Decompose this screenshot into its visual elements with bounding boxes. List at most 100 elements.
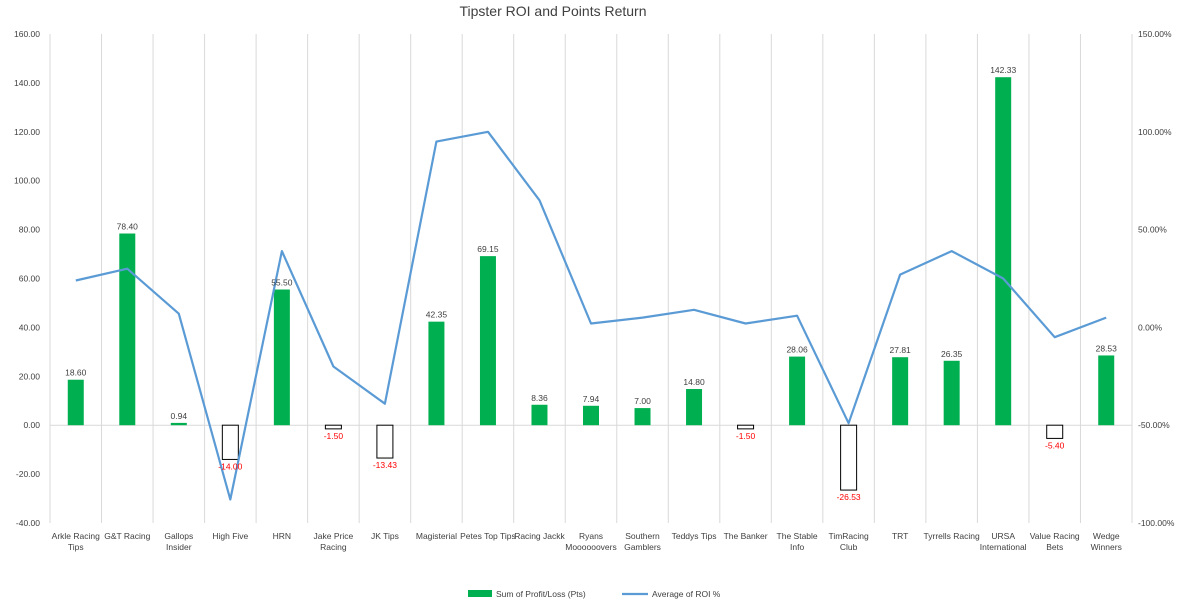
bar-data-label: 69.15 xyxy=(477,244,499,254)
category-label: Ryans Moooooovers xyxy=(565,531,617,552)
right-axis-tick-label: -50.00% xyxy=(1138,420,1170,430)
right-axis-tick-label: -100.00% xyxy=(1138,518,1175,528)
legend-bar-swatch xyxy=(468,590,492,597)
category-label-line: Tips xyxy=(68,542,84,552)
bar xyxy=(840,424,858,491)
bar-data-label: 78.40 xyxy=(117,222,139,232)
right-axis-tick-label: 50.00% xyxy=(1138,225,1167,235)
right-axis: 150.00% 100.00% 50.00% 0.00% -50.00% -100.00% xyxy=(1138,29,1175,528)
category-label-line: Bets xyxy=(1046,542,1063,552)
category-label-line: Winners xyxy=(1091,542,1122,552)
bar xyxy=(273,289,290,426)
category-label: JK Tips xyxy=(371,531,399,541)
left-axis-tick-label: 0.00 xyxy=(23,420,40,430)
category-label-line: G&T Racing xyxy=(104,531,150,541)
bar-data-label: 18.60 xyxy=(65,368,87,378)
right-axis-tick-label: 100.00% xyxy=(1138,127,1172,137)
category-label-line: High Five xyxy=(212,531,248,541)
bar-data-label: 7.00 xyxy=(634,396,651,406)
bar xyxy=(170,422,187,426)
legend: Sum of Profit/Loss (Pts) Average of ROI % xyxy=(468,589,721,599)
category-label-line: TimRacing xyxy=(828,531,869,541)
data-labels: 18.60 78.40 0.94 -14.00 55.50 -1.50 -13.43 42.3… xyxy=(65,65,1117,502)
category-label: Magisterial xyxy=(416,531,457,541)
bar-data-label: -26.53 xyxy=(837,492,861,502)
bar-series xyxy=(67,77,1115,491)
right-axis-tick-label: 150.00% xyxy=(1138,29,1172,39)
bar-data-label: 55.50 xyxy=(271,278,293,288)
left-axis-tick-label: -40.00 xyxy=(16,518,40,528)
category-label-line: Racing Jackk xyxy=(514,531,565,541)
bar xyxy=(428,321,445,426)
roi-line xyxy=(75,130,1107,501)
bar xyxy=(1046,424,1064,439)
category-label-line: Info xyxy=(790,542,804,552)
left-axis-tick-label: 140.00 xyxy=(14,78,40,88)
bar-data-label: 42.35 xyxy=(426,310,448,320)
category-label: The Stable Info xyxy=(777,531,818,552)
legend-line-label: Average of ROI % xyxy=(652,589,721,599)
category-label: Southern Gamblers xyxy=(624,531,661,552)
left-axis-tick-label: 20.00 xyxy=(19,371,41,381)
category-label-line: The Stable xyxy=(777,531,818,541)
bar xyxy=(583,405,599,426)
bar-data-label: 0.94 xyxy=(171,411,188,421)
line-series xyxy=(75,130,1107,501)
bar-data-label: -1.50 xyxy=(324,431,344,441)
category-label: High Five xyxy=(212,531,248,541)
legend-bar-label: Sum of Profit/Loss (Pts) xyxy=(496,589,586,599)
left-axis-tick-label: 120.00 xyxy=(14,127,40,137)
category-label-line: Value Racing xyxy=(1030,531,1080,541)
category-label-line: Jake Price xyxy=(314,531,354,541)
bar xyxy=(479,256,496,426)
gridlines xyxy=(49,34,1133,523)
category-label-line: Insider xyxy=(166,542,192,552)
left-axis-tick-label: 100.00 xyxy=(14,176,40,186)
left-axis: 160.00 140.00 120.00 100.00 80.00 60.00 40.00 2… xyxy=(14,29,40,528)
bar xyxy=(686,389,703,426)
bar xyxy=(119,233,136,426)
bar-data-label: 14.80 xyxy=(683,377,705,387)
bar xyxy=(324,424,342,430)
bar-data-label: 28.53 xyxy=(1096,343,1118,353)
category-label: Value Racing Bets xyxy=(1030,531,1080,552)
category-label: The Banker xyxy=(724,531,768,541)
category-label-line: Gamblers xyxy=(624,542,661,552)
category-label: URSA International xyxy=(980,531,1027,552)
bar xyxy=(221,424,239,460)
category-label-line: URSA xyxy=(991,531,1015,541)
category-label: Jake Price Racing xyxy=(314,531,354,552)
category-label: Teddys Tips xyxy=(672,531,717,541)
bar-data-label: 28.06 xyxy=(786,345,808,355)
x-axis: Arkle Racing Tips G&T Racing Gallops Insider… xyxy=(52,531,1122,552)
category-label-line: JK Tips xyxy=(371,531,399,541)
category-label: G&T Racing xyxy=(104,531,150,541)
bar-data-label: 8.36 xyxy=(531,393,548,403)
bar-data-label: 7.94 xyxy=(583,394,600,404)
category-label: Wedge Winners xyxy=(1091,531,1122,552)
category-label-line: Petes Top Tips xyxy=(460,531,516,541)
category-label-line: Tyrrells Racing xyxy=(924,531,980,541)
bar xyxy=(737,424,755,430)
bar xyxy=(892,357,909,426)
category-label-line: TRT xyxy=(892,531,908,541)
right-axis-tick-label: 0.00% xyxy=(1138,322,1163,332)
bar-data-label: -1.50 xyxy=(736,431,756,441)
category-label-line: Ryans xyxy=(579,531,603,541)
category-label-line: Teddys Tips xyxy=(672,531,717,541)
bar xyxy=(943,360,960,426)
category-label-line: Magisterial xyxy=(416,531,457,541)
bar-data-label: -14.00 xyxy=(218,461,242,471)
category-label: TimRacing Club xyxy=(828,531,869,552)
category-label: Racing Jackk xyxy=(514,531,565,541)
category-label: Arkle Racing Tips xyxy=(52,531,100,552)
category-label-line: International xyxy=(980,542,1027,552)
category-label-line: Wedge xyxy=(1093,531,1120,541)
left-axis-tick-label: 160.00 xyxy=(14,29,40,39)
category-label-line: Moooooovers xyxy=(565,542,617,552)
category-label: Gallops Insider xyxy=(164,531,193,552)
left-axis-tick-label: 80.00 xyxy=(19,225,41,235)
left-axis-tick-label: -20.00 xyxy=(16,469,40,479)
category-label-line: Club xyxy=(840,542,858,552)
